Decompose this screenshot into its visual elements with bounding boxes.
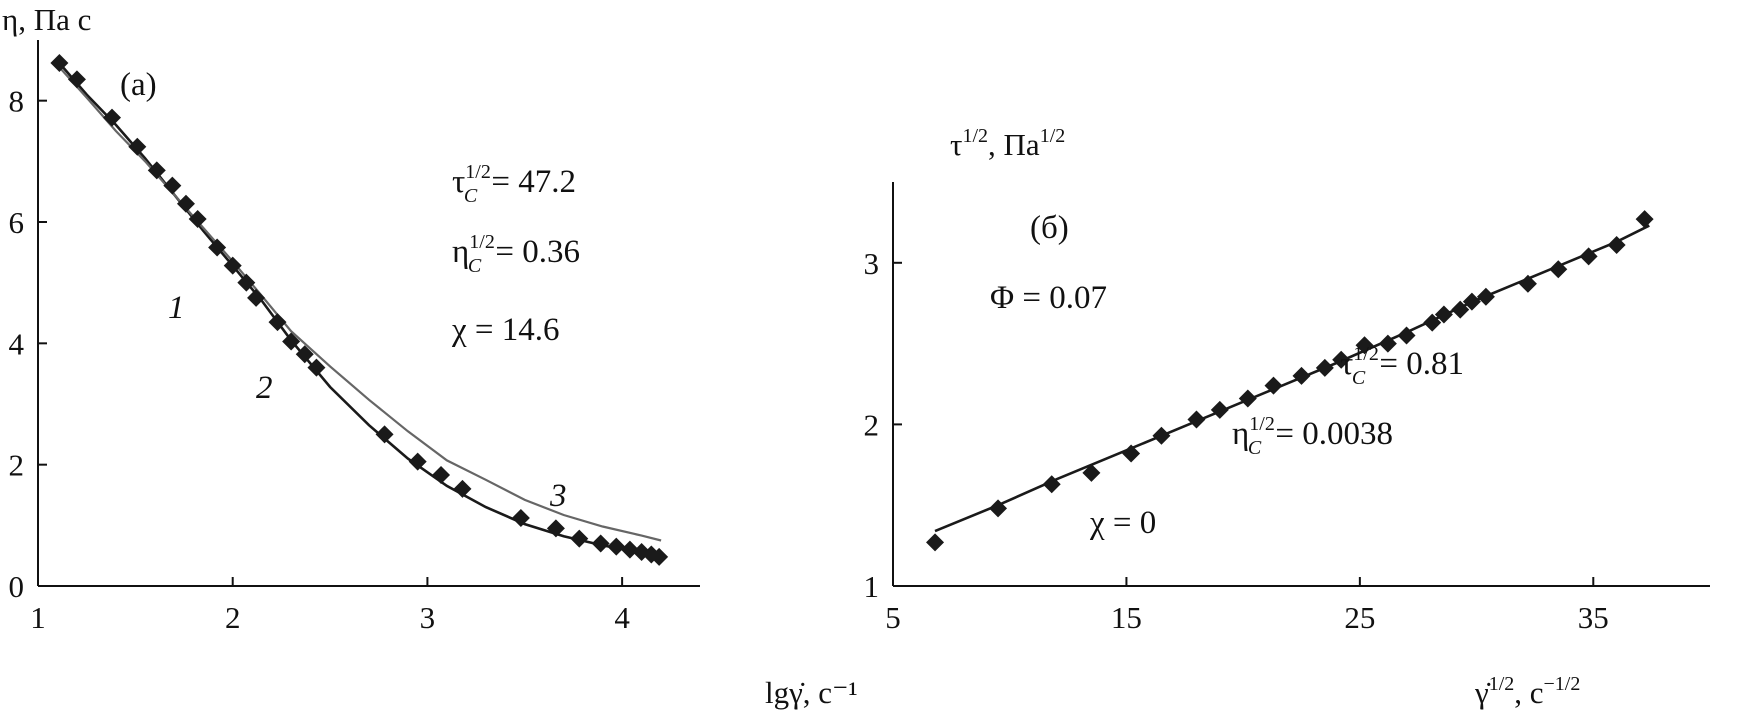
curve-label-1: 1: [168, 290, 185, 326]
data-point: [1518, 274, 1537, 293]
y-tick-label: 8: [9, 84, 25, 119]
panel-b-ylabel: τ1/2, Па1/2: [950, 125, 1065, 162]
data-point: [1082, 463, 1101, 482]
data-point: [511, 509, 530, 528]
x-tick-label: 3: [420, 600, 436, 635]
series-line-dark: [934, 224, 1650, 533]
data-point: [223, 256, 242, 275]
parameter-annotation: η1/2 C = 0.36: [452, 231, 580, 277]
data-point: [1187, 410, 1206, 429]
series-line-dark: [58, 62, 662, 559]
data-point: [591, 534, 610, 553]
data-point: [282, 332, 301, 351]
y-tick-label: 3: [864, 246, 880, 281]
x-tick-label: 35: [1578, 600, 1609, 635]
series-line-gray: [58, 66, 662, 542]
data-point: [375, 425, 394, 444]
panel-a-label: (a): [120, 67, 157, 103]
y-tick-label: 0: [9, 569, 25, 604]
data-point: [432, 465, 451, 484]
data-point: [1462, 292, 1481, 311]
x-tick-label: 5: [885, 600, 901, 635]
panel-a-xlabel: lgγ̇, с⁻¹: [765, 675, 858, 710]
data-point: [453, 479, 472, 498]
x-tick-label: 1: [30, 600, 46, 635]
data-point: [1355, 336, 1374, 355]
data-point: [1607, 236, 1626, 255]
data-point: [1152, 426, 1171, 445]
panel-b-label: (б): [1030, 210, 1069, 246]
data-point: [307, 358, 326, 377]
data-point: [295, 345, 314, 364]
data-point: [607, 537, 626, 556]
parameter-annotation: τ1/2 C = 0.81: [1340, 343, 1464, 389]
data-point: [1332, 350, 1351, 369]
data-point: [1238, 389, 1257, 408]
y-tick-label: 2: [864, 407, 880, 442]
data-point: [176, 194, 195, 213]
data-point: [408, 452, 427, 471]
data-point: [1210, 400, 1229, 419]
data-point: [1315, 358, 1334, 377]
data-point: [1423, 313, 1442, 332]
data-point: [128, 137, 147, 156]
y-tick-label: 1: [864, 569, 880, 604]
parameter-annotation: τ1/2 C = 47.2: [452, 161, 576, 207]
parameter-annotation: χ = 14.6: [451, 312, 560, 348]
data-point: [1397, 326, 1416, 345]
x-tick-label: 15: [1111, 600, 1142, 635]
chart-panel-a: 1 2 3 4 0 2 4 6 8 (a) η, Па с lgγ̇, с⁻¹ 1 2 3 τ1…: [2, 2, 858, 710]
x-tick-label: 4: [614, 600, 630, 635]
data-point: [1451, 300, 1470, 319]
y-tick-label: 6: [9, 205, 25, 240]
data-point: [208, 238, 227, 257]
data-point: [546, 519, 565, 538]
data-point: [1292, 366, 1311, 385]
data-point: [1122, 444, 1141, 463]
data-point: [926, 533, 945, 552]
data-point: [1378, 334, 1397, 353]
data-point: [102, 108, 121, 127]
data-point: [1579, 247, 1598, 266]
y-tick-label: 4: [9, 326, 25, 361]
x-tick-label: 2: [225, 600, 241, 635]
data-point: [1042, 475, 1061, 494]
data-point: [1635, 210, 1654, 229]
data-point: [188, 209, 207, 228]
data-point: [620, 540, 639, 559]
data-point: [67, 70, 86, 89]
panel-a-ylabel: η, Па с: [2, 2, 91, 37]
data-point: [163, 176, 182, 195]
data-point: [50, 54, 69, 73]
data-point: [989, 499, 1008, 518]
data-point: [1549, 260, 1568, 279]
x-tick-label: 25: [1344, 600, 1375, 635]
data-point: [147, 161, 166, 180]
curve-label-3: 3: [549, 478, 567, 514]
data-point: [650, 547, 669, 566]
data-point: [268, 313, 287, 332]
parameter-annotation: η1/2 C = 0.0038: [1232, 413, 1393, 459]
data-point: [1434, 305, 1453, 324]
data-point: [1476, 287, 1495, 306]
data-point: [1264, 376, 1283, 395]
curve-label-2: 2: [256, 370, 273, 406]
data-point: [247, 288, 266, 307]
data-point: [237, 273, 256, 292]
parameter-annotation: Φ = 0.07: [990, 280, 1107, 316]
panel-b-xlabel: γ̇1/2, с−1/2: [1474, 673, 1580, 710]
data-point: [570, 529, 589, 548]
y-tick-label: 2: [9, 448, 25, 483]
parameter-annotation: χ = 0: [1089, 505, 1156, 541]
